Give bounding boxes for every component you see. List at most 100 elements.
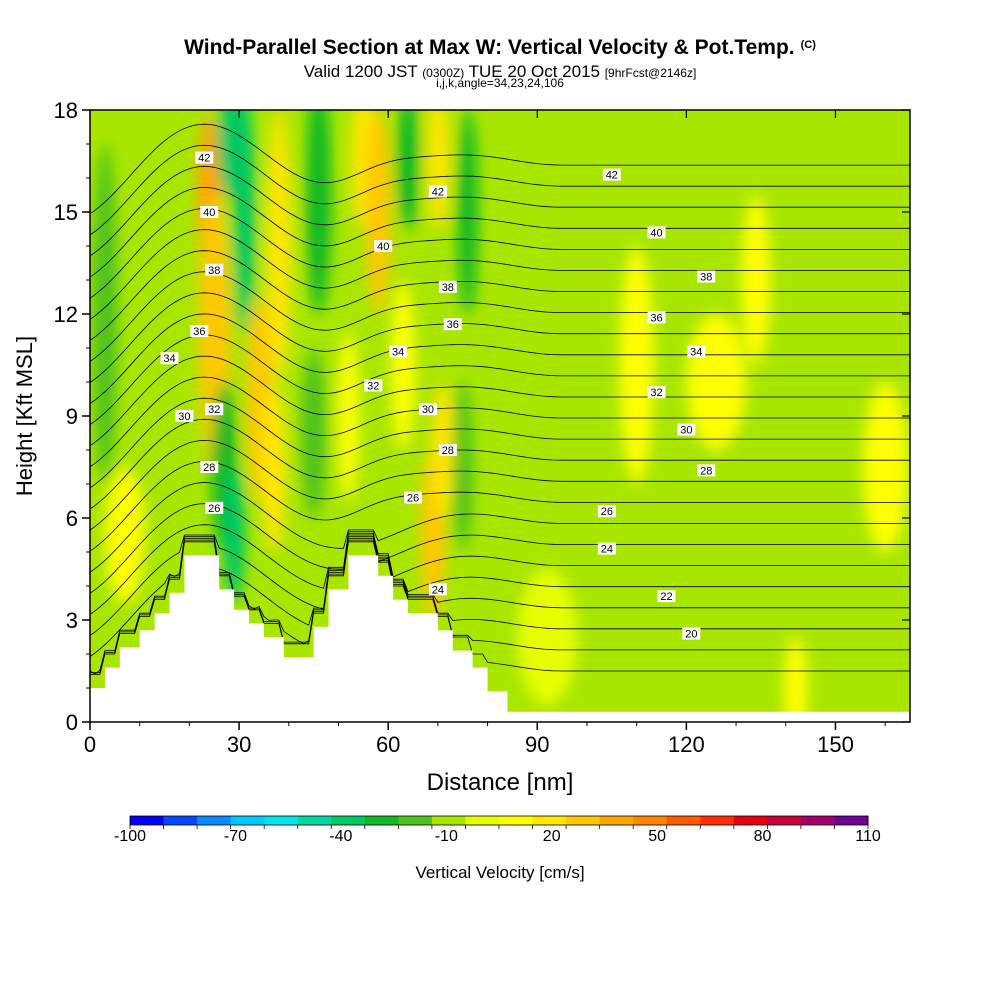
colorbar-swatch (130, 816, 165, 825)
colorbar-swatch (163, 816, 198, 825)
theta-label-text: 34 (163, 353, 175, 365)
velocity-cell (390, 280, 416, 450)
grid-info: i,j,k,angle=34,23,24,106 (436, 76, 564, 90)
colorbar-label: 110 (855, 828, 881, 845)
theta-label-text: 26 (601, 506, 613, 518)
colorbar-swatch (431, 816, 466, 825)
theta-label: 34 (687, 345, 706, 358)
theta-label: 22 (657, 590, 676, 603)
theta-label: 30 (677, 423, 696, 437)
theta-contour (90, 208, 910, 299)
velocity-cell (306, 110, 332, 314)
velocity-cell (397, 110, 419, 229)
colorbar-label: 80 (753, 828, 772, 845)
velocity-field (92, 110, 908, 722)
theta-label-text: 42 (432, 187, 444, 199)
theta-contour (90, 524, 910, 615)
colorbar-swatch (834, 816, 869, 825)
theta-contour (90, 165, 910, 257)
velocity-cell (426, 110, 450, 229)
colorbar-swatch (364, 816, 399, 825)
theta-contour (90, 418, 910, 510)
velocity-cell (92, 144, 118, 484)
theta-contour (90, 439, 910, 531)
theta-label-text: 26 (208, 503, 220, 515)
theta-label-text: 24 (432, 584, 444, 596)
colorbar-swatch (800, 816, 835, 825)
colorbar-swatch (331, 816, 366, 825)
theta-label-text: 26 (407, 493, 419, 505)
x-tick-label: 90 (525, 732, 549, 757)
theta-labels: 42 40 38 36 34 32 30 28 26 42 40 38 36 34 32 30 28 26 24 42… (160, 151, 716, 641)
colorbar-swatch (599, 816, 634, 825)
theta-contour (90, 482, 910, 573)
y-tick-label: 0 (66, 710, 78, 735)
theta-label-text: 28 (442, 445, 454, 457)
theta-contours (90, 123, 910, 675)
theta-label-text: 28 (700, 465, 712, 477)
x-tick-label: 0 (84, 732, 96, 757)
theta-contour (90, 503, 910, 594)
theta-label-text: 30 (422, 404, 434, 416)
y-tick-label: 6 (66, 506, 78, 531)
velocity-cell (104, 467, 145, 603)
theta-label-text: 36 (193, 326, 205, 338)
x-tick-label: 30 (227, 732, 251, 757)
theta-label: 36 (647, 311, 666, 324)
colorbar-swatch (532, 816, 567, 825)
title-text: Wind-Parallel Section at Max W: Vertical… (184, 36, 795, 59)
theta-label: 38 (205, 263, 224, 277)
theta-label-text: 42 (606, 170, 618, 182)
theta-label: 40 (200, 206, 219, 219)
theta-contour (90, 144, 910, 236)
valid-prefix: Valid 1200 JST (303, 62, 418, 81)
theta-label: 42 (195, 151, 214, 165)
velocity-cell (741, 195, 771, 365)
theta-label: 42 (602, 168, 621, 182)
velocity-cell (337, 331, 360, 501)
colorbar-swatch (264, 816, 299, 825)
theta-label: 38 (697, 270, 716, 284)
theta-label-text: 42 (198, 153, 210, 165)
theta-label-text: 34 (690, 346, 702, 358)
velocity-cell (266, 110, 292, 382)
theta-contour (90, 292, 910, 383)
colorbar-swatch (398, 816, 433, 825)
theta-label-text: 38 (700, 272, 712, 284)
theta-label: 32 (205, 403, 224, 416)
theta-contour (90, 334, 910, 425)
theta-label-text: 30 (178, 411, 190, 423)
theta-label: 40 (647, 226, 666, 239)
colorbar-swatch (566, 816, 601, 825)
theta-label-text: 24 (601, 544, 613, 556)
theta-label-text: 40 (377, 241, 389, 253)
y-tick-label: 9 (66, 404, 78, 429)
theta-contour (90, 271, 910, 362)
velocity-cell (301, 348, 327, 518)
colorbar-label: -70 (223, 828, 247, 845)
theta-label: 24 (597, 542, 616, 556)
theta-label-text: 38 (442, 282, 454, 294)
forecast-tag: [9hrFcst@2146z] (604, 66, 697, 80)
theta-label: 26 (404, 491, 423, 505)
theta-contour (90, 538, 910, 675)
velocity-cell (261, 382, 287, 552)
x-tick-label: 120 (668, 732, 705, 757)
colorbar-swatch (197, 816, 232, 825)
theta-label: 26 (597, 505, 616, 518)
theta-label: 34 (389, 345, 408, 358)
terrain-mask (90, 555, 910, 722)
colorbar-label: -100 (113, 828, 147, 845)
colorbar-swatch (297, 816, 332, 825)
velocity-cell (619, 246, 655, 484)
colorbar (129, 815, 869, 829)
colorbar-swatch (767, 816, 802, 825)
colorbar-label: -10 (434, 828, 458, 845)
theta-contour (90, 539, 910, 674)
colorbar-swatch (733, 816, 768, 825)
theta-contour (90, 536, 910, 657)
chart-title: Wind-Parallel Section at Max W: Vertical… (0, 36, 1000, 60)
theta-label: 30 (418, 403, 437, 416)
